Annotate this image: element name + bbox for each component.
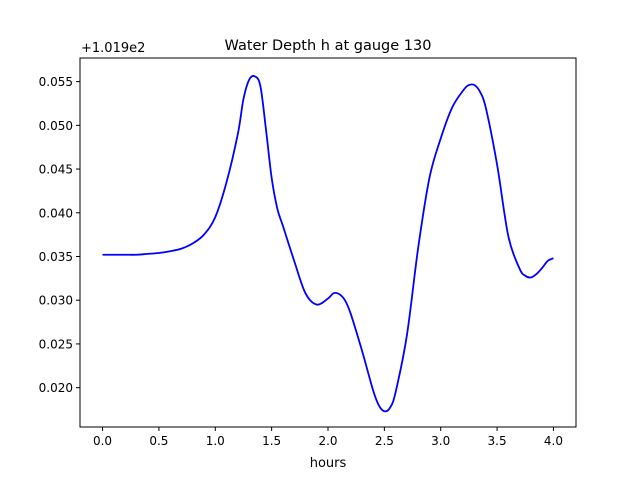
y-tick-label: 0.025 [39,337,73,351]
chart-title: Water Depth h at gauge 130 [225,38,432,54]
x-axis-ticks: 0.0 0.5 1.0 1.5 2.0 2.5 3.0 3.5 4.0 [93,427,563,448]
y-tick-label: 0.035 [39,250,73,264]
x-axis-label: hours [310,456,347,471]
y-tick-label: 0.055 [39,75,73,89]
x-tick-label: 4.0 [544,434,563,448]
y-axis-offset-label: +1.019e2 [81,41,145,56]
x-tick-label: 0.0 [93,434,112,448]
x-tick-label: 1.0 [206,434,225,448]
y-axis-ticks: 0.020 0.025 0.030 0.035 0.040 0.045 0.050 0.055 [39,75,80,395]
y-tick-label: 0.020 [39,381,73,395]
y-tick-label: 0.045 [39,163,73,177]
y-tick-label: 0.040 [39,206,73,220]
x-tick-label: 1.5 [262,434,281,448]
y-tick-label: 0.050 [39,119,73,133]
y-tick-label: 0.030 [39,294,73,308]
x-tick-label: 2.0 [318,434,337,448]
plot-background [80,58,576,427]
x-tick-label: 3.5 [488,434,507,448]
x-tick-label: 3.0 [431,434,450,448]
x-tick-label: 2.5 [375,434,394,448]
x-tick-label: 0.5 [149,434,168,448]
plot-frame [79,57,577,428]
series-line [102,75,554,413]
